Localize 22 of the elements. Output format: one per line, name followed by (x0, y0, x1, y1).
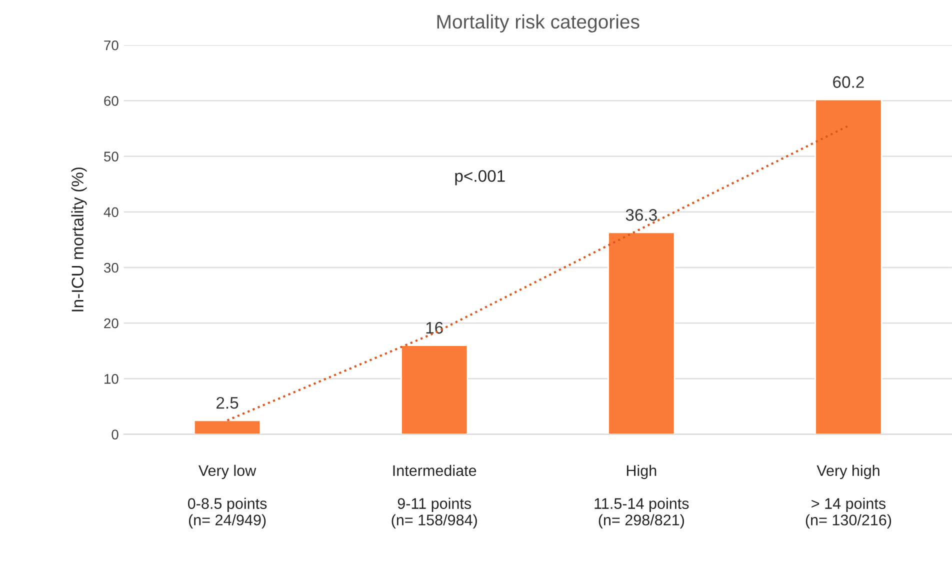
bar (400, 344, 468, 434)
y-tick-label: 40 (104, 207, 118, 218)
data-label: 36.3 (626, 209, 657, 221)
y-tick-label: 10 (104, 374, 118, 384)
y-tick-label: 70 (104, 40, 118, 50)
data-label: 60.2 (833, 76, 864, 88)
category-label: Very high > 14 points (n= 130/216) (806, 464, 892, 528)
bar (814, 98, 882, 434)
category-label: Very low 0-8.5 points (n= 24/949) (188, 464, 267, 528)
data-label: 2.5 (216, 396, 238, 409)
category-label: High 11.5-14 points (n= 298/821) (594, 464, 689, 528)
y-axis-title: In-ICU mortality (%) (71, 168, 87, 312)
y-tick-label: 20 (104, 318, 118, 328)
y-tick-label: 0 (112, 430, 118, 440)
bar (193, 420, 262, 434)
y-tick-label: 60 (104, 96, 118, 106)
chart-title: Mortality risk categories (437, 14, 640, 32)
bar (608, 232, 676, 434)
annotation: p<.001 (455, 170, 505, 186)
y-tick-label: 30 (104, 262, 118, 273)
category-label: Intermediate 9-11 points (n= 158/984) (392, 464, 477, 528)
y-tick-label: 50 (104, 152, 118, 162)
